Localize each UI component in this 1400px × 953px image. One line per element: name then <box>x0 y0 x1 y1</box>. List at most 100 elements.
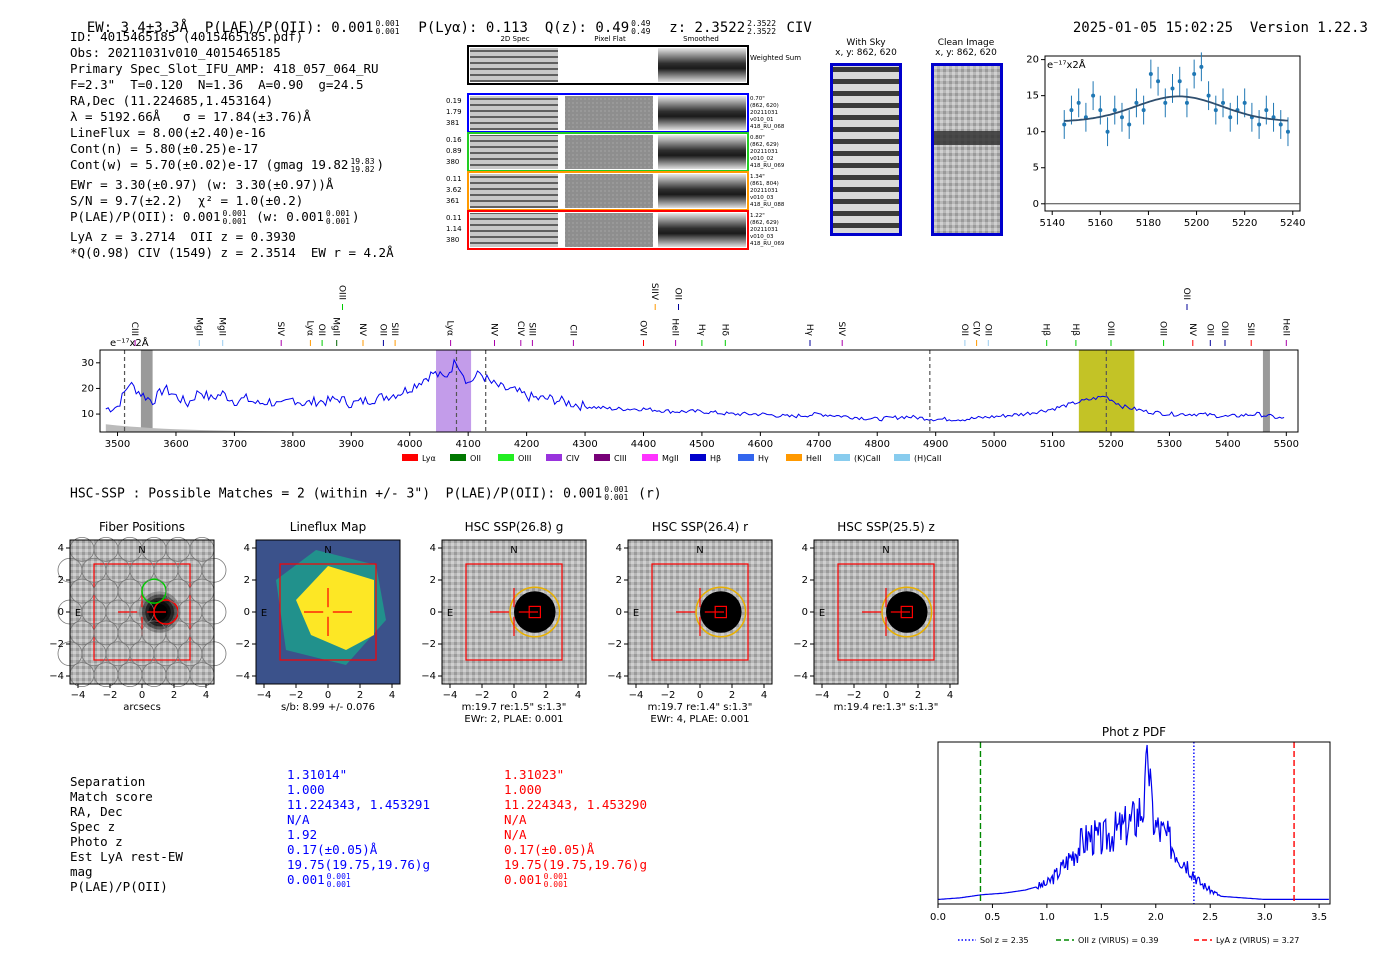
spectrum-ytick-label: 30 <box>81 358 94 369</box>
weighted-label: Weighted Sum <box>750 54 801 62</box>
zoom-xtick-label: 5180 <box>1136 218 1161 229</box>
imaging-panel: Lineflux Map N E −4 −4 −2 −2 0 0 2 2 4 4 s/b: 8.99 +/… <box>235 520 401 713</box>
info-lineflux: LineFlux = 8.00(±2.40)e-16 <box>70 125 266 140</box>
east-label: E <box>261 608 267 619</box>
info-contw-text: Cont(w) = 5.70(±0.02)e-17 (gmag 19.82 <box>70 157 349 172</box>
spectrum-line-label: Lyα <box>445 321 455 346</box>
spectrum-line-label-text: SIII <box>526 322 536 336</box>
spectrum-ytick-label: 20 <box>81 383 94 394</box>
cutout-row-flat <box>565 135 653 169</box>
spectrum-error-region <box>105 424 410 432</box>
cutout-row-note: 20211031 <box>750 149 778 155</box>
spectrum-line-label: SIV <box>275 321 285 346</box>
spectrum-line-label-text: CIII <box>129 322 139 336</box>
table-label: Match score <box>70 789 153 804</box>
zoom-point <box>1221 100 1226 105</box>
zoom-xtick-label: 5240 <box>1280 218 1305 229</box>
imaging-panels: Fiber Positions N E −4 −4 −2 −2 0 0 2 2 4 4 arcsecs Li… <box>49 520 959 725</box>
hsc-line: HSC-SSP : Possible Matches = 2 (within +… <box>70 486 603 502</box>
imaging-panel-title: Fiber Positions <box>99 520 185 534</box>
spectrum-shaded-region <box>1262 350 1270 432</box>
pdf-xtick-label: 2.0 <box>1148 912 1164 923</box>
zoom-point <box>1091 93 1096 98</box>
info-q: *Q(0.98) CIV (1549) z = 2.3514 EW r = 4.… <box>70 245 394 260</box>
header-plae-sub: 0.001 <box>375 27 400 36</box>
imaging-xlabel: arcsecs <box>123 702 161 713</box>
imaging-ytick-label: −4 <box>235 671 250 682</box>
spectrum-line-label: NV <box>357 323 367 346</box>
imaging-panel-title: Lineflux Map <box>290 520 366 534</box>
cutout-row-2d <box>470 174 558 208</box>
imaging-xtick-label: −4 <box>71 690 86 701</box>
imaging-xtick-label: 2 <box>543 690 549 701</box>
with-sky-xy: x, y: 862, 620 <box>835 48 897 58</box>
zoom-point <box>1177 79 1182 84</box>
pdf-xtick-label: 3.0 <box>1257 912 1273 923</box>
imaging-sublabel: EWr: 4, PLAE: 0.001 <box>650 714 749 725</box>
legend-swatch <box>786 454 802 461</box>
spectrum-line-label-text: HeII <box>670 318 680 336</box>
info-id: ID: 4015465185 (4015465185.pdf) <box>70 29 304 44</box>
info-plae-a-sub: 0.001 <box>222 216 247 226</box>
imaging-ytick-label: 4 <box>244 543 250 554</box>
header-timestamp: 2025-01-05 15:02:25 Version 1.22.3 <box>1056 4 1368 36</box>
spectrum-line-label-text: Lyα <box>304 321 314 337</box>
spectrum-line-label-text: OIII <box>1158 321 1168 336</box>
imaging-ytick-label: −4 <box>49 671 64 682</box>
imaging-xtick-label: −4 <box>815 690 830 701</box>
imaging-xtick-label: 0 <box>883 690 889 701</box>
imaging-xtick-label: 0 <box>139 690 145 701</box>
spectrum-line-label-text: SIV <box>275 321 285 336</box>
imaging-ytick-label: 4 <box>430 543 436 554</box>
spectrum-line-label-text: OII <box>959 324 969 336</box>
imaging-xtick-label: −2 <box>847 690 862 701</box>
imaging-ytick-label: 0 <box>244 607 250 618</box>
header-z: z: 2.3522 <box>669 20 746 36</box>
header-plae: P(LAE)/P(OII): 0.001 <box>204 20 374 36</box>
match-table-red: 1.31023" 1.000 11.224343, 1.453290 N/A N/A 0.… <box>504 767 647 889</box>
hsc-band: (r) <box>638 486 662 502</box>
imaging-xtick-label: −2 <box>475 690 490 701</box>
spectrum-line-label-text: CII <box>567 324 577 336</box>
legend-label: CIII <box>614 454 627 463</box>
spectrum-line-label: OII <box>673 288 683 310</box>
north-label: N <box>324 545 331 556</box>
spectrum-xtick-label: 4900 <box>923 439 948 450</box>
spectrum-line-label-text: OIII <box>337 285 347 300</box>
legend-label: OII <box>470 454 481 463</box>
table-label: Est LyA rest-EW <box>70 849 183 864</box>
imaging-xtick-label: 4 <box>203 690 209 701</box>
spectrum-line-label: Hβ <box>1070 323 1080 346</box>
imaging-ytick-label: 0 <box>58 607 64 618</box>
header-version: Version 1.22.3 <box>1249 20 1368 36</box>
imaging-panel: HSC SSP(26.8) g N E −4 −4 −2 −2 0 0 2 2 4 4 m:19.7 re… <box>421 520 587 725</box>
cutout-row-flat <box>565 213 653 247</box>
pdf-line <box>938 744 1329 900</box>
cutout-row-value: 361 <box>446 197 459 205</box>
imaging-ytick-label: 2 <box>58 575 64 586</box>
cutout-row-smooth <box>658 135 746 169</box>
spectrum-line-label-text: OII <box>1204 324 1214 336</box>
spectrum-line-label-text: OII <box>673 288 683 300</box>
pdf-xtick-label: 3.5 <box>1311 912 1327 923</box>
cutout-row-note: (862, 629) <box>750 142 779 148</box>
imaging-ytick-label: 4 <box>58 543 64 554</box>
spectrum-line-label: OIII <box>1219 321 1229 346</box>
match-table-blue: 1.31014" 1.000 11.224343, 1.453291 N/A 1.92 0… <box>287 767 430 889</box>
spectrum-line-label-text: NV <box>489 323 499 337</box>
spectrum-line-label-text: MgII <box>193 317 203 336</box>
cutout-row-2d <box>470 213 558 247</box>
spectrum-line-label-text: CIV <box>971 321 981 337</box>
cutout-row-note: v010_01 <box>750 117 774 123</box>
spectrum-line-label: CIV <box>971 321 981 346</box>
spectrum-xtick-label: 3500 <box>105 439 130 450</box>
cutout-row-note: 0.80" <box>750 135 765 141</box>
spectrum-line-label-text: NV <box>1187 323 1197 337</box>
spectrum-xtick-label: 4000 <box>397 439 422 450</box>
spectrum-xtick-label: 4500 <box>689 439 714 450</box>
zoom-point <box>1156 79 1161 84</box>
spectrum-line-label-text: Hβ <box>1070 323 1080 336</box>
info-lambda: λ = 5192.66Å σ = 17.84(±3.76)Å <box>70 109 311 124</box>
spectrum-line-label: SIV <box>836 321 846 346</box>
info-plae-b-sub: 0.001 <box>325 216 350 226</box>
